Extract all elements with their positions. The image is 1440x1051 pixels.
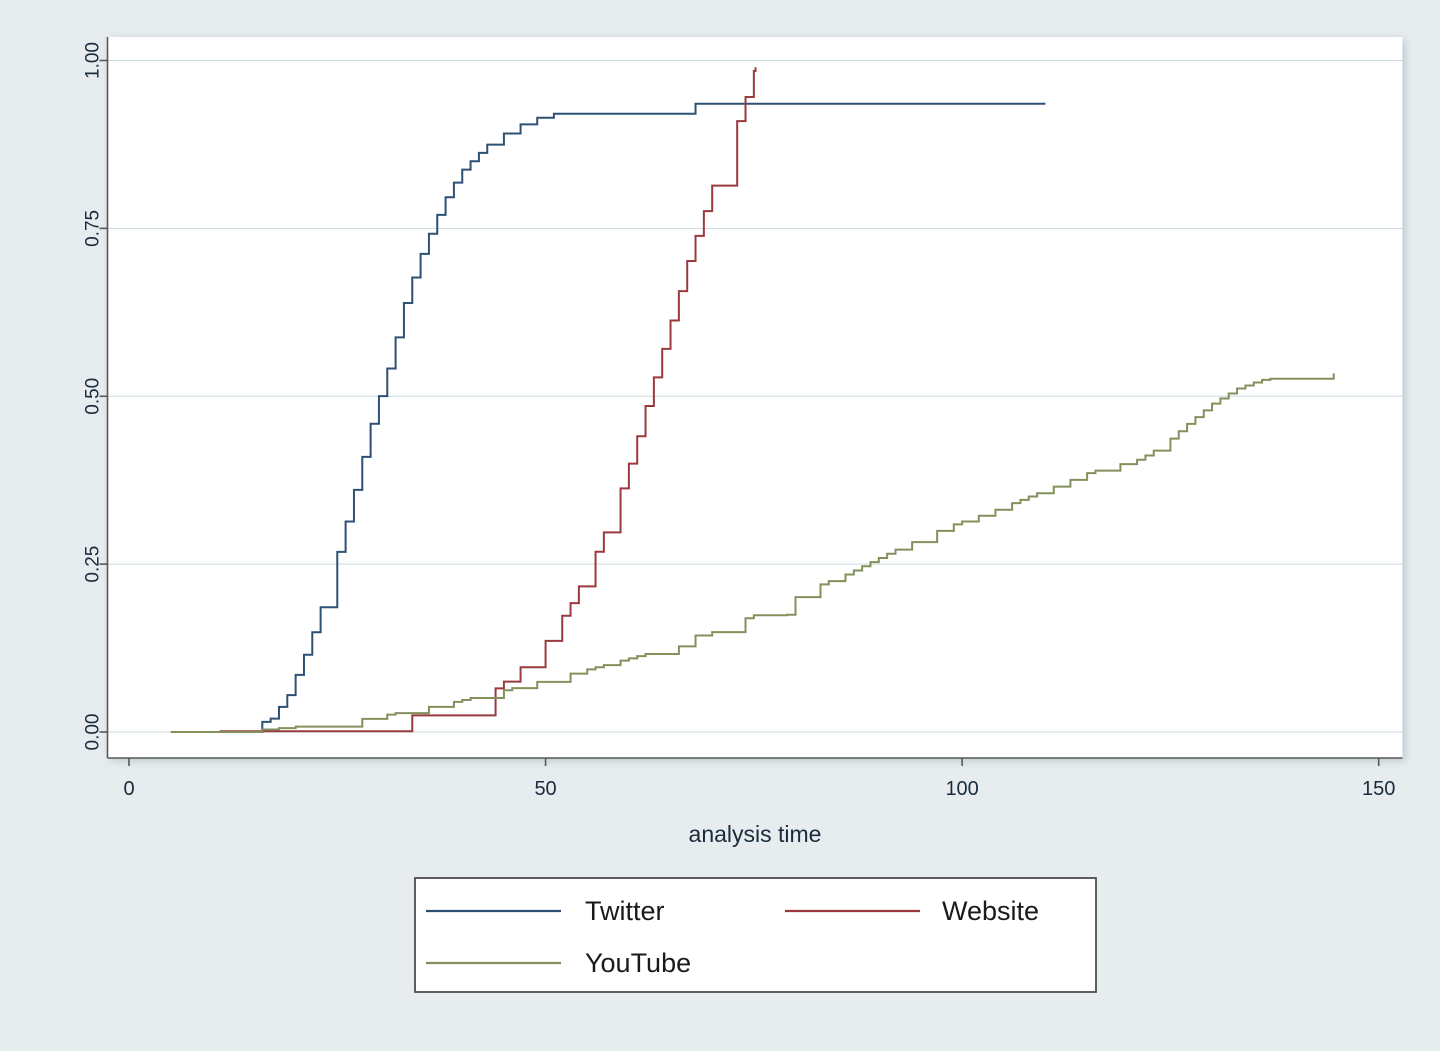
svg-text:YouTube: YouTube (585, 948, 691, 978)
svg-text:100: 100 (945, 778, 978, 800)
svg-text:0.75: 0.75 (83, 210, 104, 247)
svg-text:50: 50 (534, 778, 556, 800)
svg-text:analysis time: analysis time (689, 821, 822, 847)
svg-text:Twitter: Twitter (585, 896, 665, 926)
svg-text:1.00: 1.00 (83, 42, 104, 79)
svg-text:0.50: 0.50 (83, 378, 104, 415)
svg-text:0: 0 (123, 778, 134, 800)
svg-text:0.25: 0.25 (83, 546, 104, 583)
svg-text:150: 150 (1362, 778, 1395, 800)
svg-text:Website: Website (942, 896, 1039, 926)
svg-text:0.00: 0.00 (83, 714, 104, 751)
